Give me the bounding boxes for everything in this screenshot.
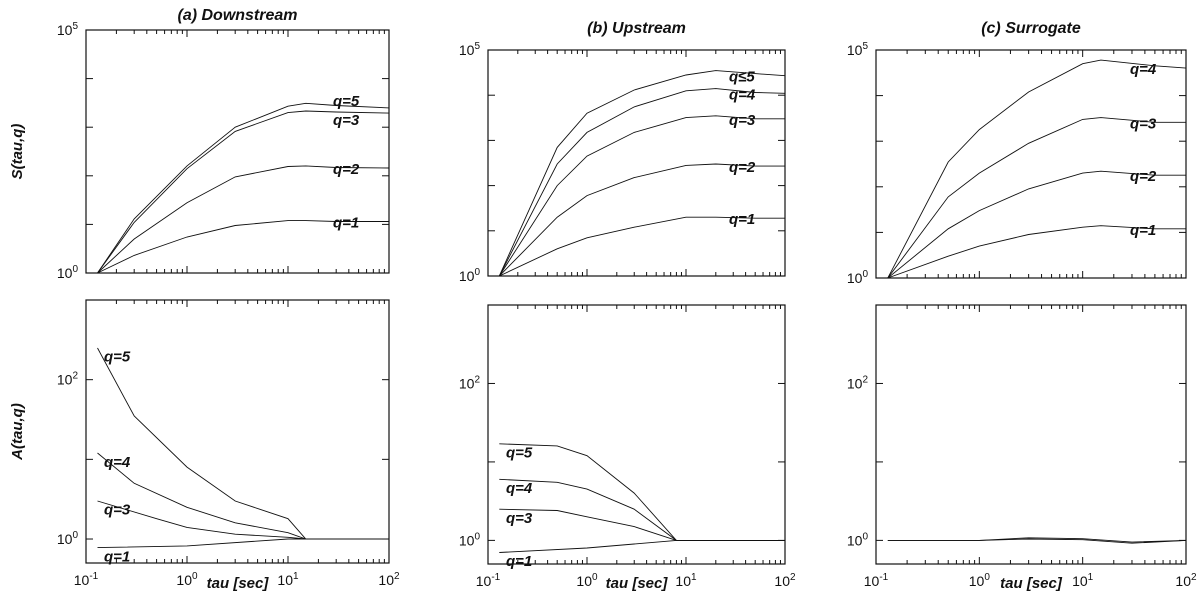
series-label: q=1 <box>104 548 130 565</box>
series-line <box>887 117 1186 279</box>
series-label: q=3 <box>333 112 360 129</box>
series-line <box>498 163 785 277</box>
panel-title: (a) Downstream <box>177 7 297 24</box>
series-line <box>499 539 785 553</box>
series-label: q=3 <box>506 510 533 527</box>
y-tick-label: 102 <box>57 371 79 388</box>
y-tick-label: 100 <box>459 531 481 548</box>
series-line <box>887 59 1187 279</box>
y-axis-label: A(tau,q) <box>9 403 26 461</box>
series-label: q=4 <box>1130 61 1157 78</box>
series-line <box>887 537 1187 543</box>
y-tick-label: 100 <box>847 531 869 548</box>
x-tick-label: 10-1 <box>476 572 501 589</box>
x-tick-label: 102 <box>1175 572 1197 589</box>
y-tick-label: 100 <box>57 530 79 547</box>
x-tick-label: 10-1 <box>864 572 889 589</box>
panel-b-top: 100 105 (b) Upstream q=1 q=2 q=3 q=4q≤5 <box>459 20 786 284</box>
y-tick-label: 102 <box>847 374 869 391</box>
series-label: q=3 <box>1130 115 1157 132</box>
series-line <box>97 102 390 274</box>
series-label: q=1 <box>1130 222 1156 239</box>
plot-frame <box>875 304 1187 565</box>
series-line <box>499 216 785 277</box>
series-label: q=5 <box>333 93 360 110</box>
series-label: q=4 <box>729 86 756 103</box>
x-axis-label: tau [sec] <box>207 575 270 592</box>
x-tick-label: 10-1 <box>74 571 99 588</box>
y-tick-label: 105 <box>847 41 869 58</box>
y-tick-label: 100 <box>847 269 869 286</box>
y-tick-label: 105 <box>57 21 79 38</box>
panel-c-top: 100 105 (c) Surrogate q=1 q=2 q=3 q=4 <box>847 20 1187 286</box>
series-line <box>887 538 1187 544</box>
series-line <box>498 88 786 277</box>
y-tick-label: 100 <box>459 267 481 284</box>
series-label: q=4 <box>104 454 131 471</box>
x-tick-label: 100 <box>969 572 991 589</box>
series-line <box>498 115 785 277</box>
x-tick-label: 101 <box>675 572 697 589</box>
series-label: q=1 <box>333 214 359 231</box>
series-label: q=1 <box>729 211 755 228</box>
x-axis-label: tau [sec] <box>1000 575 1063 592</box>
y-tick-label: 100 <box>57 264 79 281</box>
x-tick-label: 102 <box>774 572 796 589</box>
series-label: q=2 <box>333 161 360 178</box>
plot-frame <box>487 49 786 277</box>
panel-a-bottom: 100 102 10-1 100 101 102 tau [sec] A(tau,q) q=1 q… <box>9 299 400 592</box>
series-line <box>887 170 1186 279</box>
plot-frame <box>487 304 786 565</box>
x-tick-label: 101 <box>1072 572 1094 589</box>
series-line <box>97 500 389 540</box>
series-label: q=2 <box>1130 168 1157 185</box>
series-line <box>97 220 389 274</box>
series-label: q=3 <box>104 502 131 519</box>
x-tick-label: 101 <box>277 571 299 588</box>
x-axis-label: tau [sec] <box>606 575 669 592</box>
series-line <box>97 347 389 540</box>
plot-frame <box>85 299 390 564</box>
series-line <box>97 110 390 274</box>
series-label: q=3 <box>729 112 756 129</box>
series-line <box>97 165 390 274</box>
series-label: q≤5 <box>729 69 755 86</box>
x-tick-label: 100 <box>576 572 598 589</box>
y-tick-label: 102 <box>459 374 481 391</box>
panel-title: (c) Surrogate <box>981 20 1081 37</box>
panel-title: (b) Upstream <box>587 20 686 37</box>
panel-c-bottom: 100 102 10-1 100 101 102 tau [sec] <box>847 304 1197 592</box>
series-line <box>498 70 786 277</box>
series-line <box>499 443 785 541</box>
series-line <box>97 452 389 540</box>
series-label: q=1 <box>506 553 532 570</box>
series-label: q=2 <box>729 159 756 176</box>
x-tick-label: 100 <box>176 571 198 588</box>
panel-b-bottom: 100 102 10-1 100 101 102 tau [sec] q=1 q=3 q=4 q=5 <box>459 304 796 592</box>
series-label: q=4 <box>506 480 533 497</box>
y-tick-label: 105 <box>459 41 481 58</box>
y-axis-label: S(tau,q) <box>9 124 26 180</box>
panel-a-top: 100 105 (a) Downstream S(tau,q) q=1 q=2 q=3 q=5 <box>9 7 390 281</box>
series-label: q=5 <box>506 444 533 461</box>
series-line <box>887 225 1186 279</box>
series-label: q=5 <box>104 349 131 366</box>
series-line <box>499 508 785 541</box>
series-line <box>97 538 389 549</box>
plot-frame <box>875 49 1187 279</box>
plot-frame <box>85 29 390 274</box>
x-tick-label: 102 <box>378 571 400 588</box>
